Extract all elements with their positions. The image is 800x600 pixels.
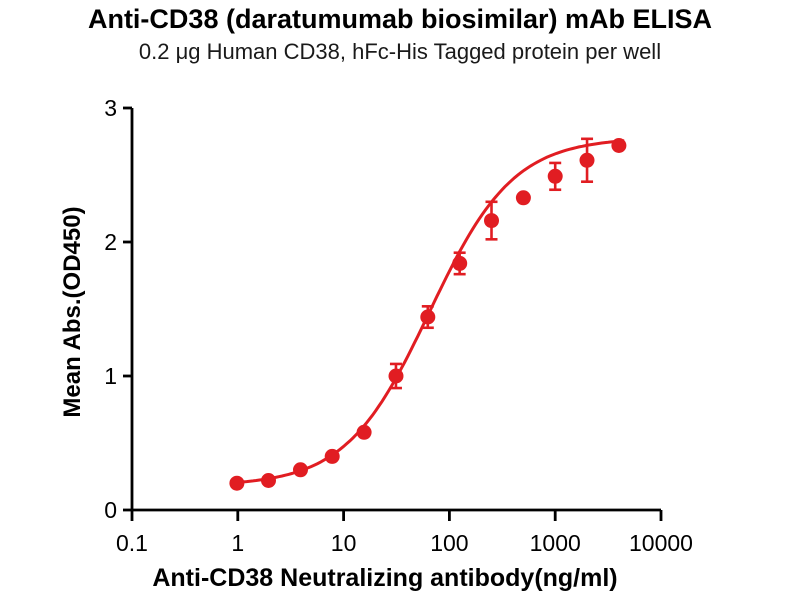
chart-subtitle: 0.2 μg Human CD38, hFc-His Tagged protei… [138, 39, 662, 64]
y-tick-label: 1 [104, 363, 117, 389]
x-tick-label: 1 [231, 530, 244, 556]
x-tick-label: 10 [331, 530, 357, 556]
x-tick-label: 100 [430, 530, 468, 556]
data-point [579, 152, 595, 168]
y-tick-label: 3 [104, 95, 117, 121]
data-point [484, 213, 499, 229]
data-point [324, 448, 340, 464]
data-point [229, 475, 245, 491]
x-tick-label: 0.1 [116, 530, 148, 556]
data-point [547, 168, 563, 184]
y-tick-label: 2 [104, 229, 117, 255]
data-point [420, 309, 436, 325]
data-point [515, 190, 531, 206]
data-point [452, 255, 468, 271]
data-point [388, 368, 404, 384]
data-point [293, 462, 308, 478]
data-point [611, 138, 627, 153]
chart-title: Anti-CD38 (daratumumab biosimilar) mAb E… [87, 4, 713, 34]
axis-spines [130, 108, 661, 512]
x-tick-label: 10000 [629, 530, 693, 556]
y-tick-label: 0 [104, 497, 117, 523]
x-axis-label: Anti-CD38 Neutralizing antibody(ng/ml) [152, 564, 618, 592]
x-tick-label: 1000 [530, 530, 581, 556]
data-point [261, 473, 276, 488]
data-point [356, 424, 372, 440]
